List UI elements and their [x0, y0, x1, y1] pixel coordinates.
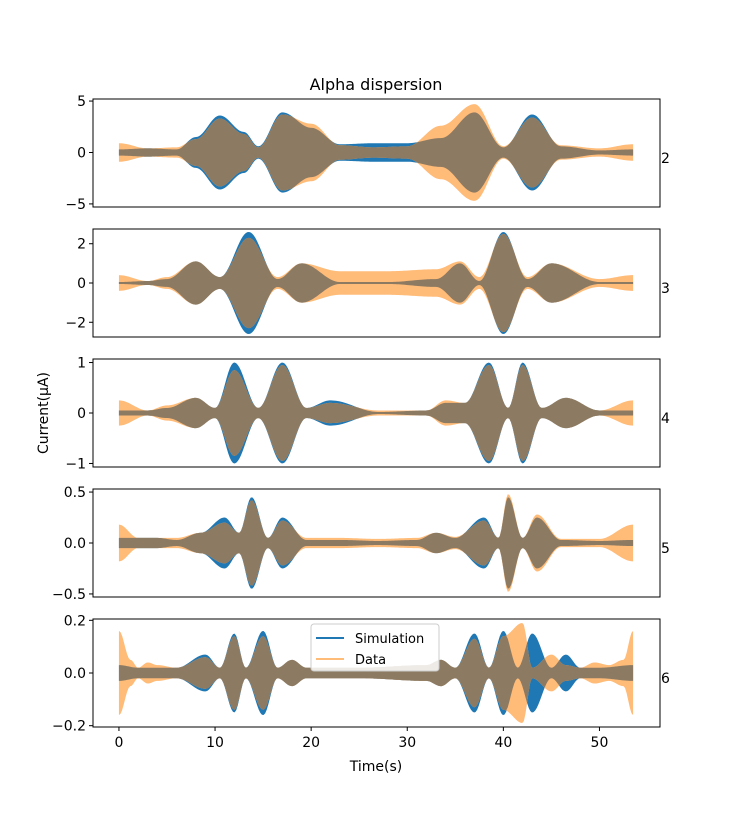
x-tick-label: 30: [398, 735, 416, 751]
x-tick-label: 0: [114, 735, 123, 751]
y-tick-label-panel-3: 2: [77, 237, 86, 253]
chart-title: Alpha dispersion: [310, 75, 443, 94]
y-tick-label-panel-4: −1: [65, 456, 86, 472]
y-tick-label-panel-2: −5: [65, 197, 86, 213]
x-tick-label: 10: [206, 735, 224, 751]
panel-2-plot-area: [118, 104, 634, 201]
y-tick-label-panel-6: −0.2: [52, 719, 86, 735]
panels-group: −5 0 5 2 −2 0 2 3 −1 0 1 4 −0.5 0.0 0.5 5 −0.2 0.0 0.2 6 0 10…: [52, 94, 670, 751]
x-tick-label: 20: [302, 735, 320, 751]
y-tick-label-panel-6: 0.2: [64, 613, 86, 629]
panel-4: −1 0 1 4: [65, 356, 670, 473]
y-tick-label-panel-3: 0: [77, 276, 86, 292]
panel-label-5: 5: [661, 541, 670, 557]
y-tick-label-panel-5: 0.5: [64, 485, 86, 501]
y-axis-label: Current(μA): [36, 372, 52, 454]
overlap-band-panel-3: [118, 233, 634, 333]
x-tick-label: 40: [494, 735, 512, 751]
y-tick-label-panel-2: 5: [77, 94, 86, 110]
y-tick-label-panel-5: 0.0: [64, 536, 86, 552]
panel-5: −0.5 0.0 0.5 5: [52, 485, 670, 603]
y-tick-label-panel-5: −0.5: [52, 587, 86, 603]
x-tick-label: 50: [591, 735, 609, 751]
y-tick-label-panel-2: 0: [77, 145, 86, 161]
panel-label-6: 6: [661, 671, 670, 687]
overlap-band-panel-2: [118, 112, 634, 193]
panel-label-4: 4: [661, 411, 670, 427]
legend-label-simulation: Simulation: [355, 632, 424, 647]
panel-6: −0.2 0.0 0.2 6: [52, 613, 670, 734]
panel-5-plot-area: [118, 494, 634, 592]
panel-label-2: 2: [661, 151, 670, 167]
y-tick-label-panel-4: 0: [77, 406, 86, 422]
y-tick-label-panel-4: 1: [77, 356, 86, 372]
x-axis-label: Time(s): [349, 759, 402, 775]
legend: Simulation Data: [310, 623, 440, 672]
overlap-band-panel-4: [118, 365, 634, 461]
panel-2-frame: [92, 98, 661, 208]
panel-4-plot-area: [118, 362, 634, 464]
panel-6-plot-area: [118, 622, 634, 724]
panel-3: −2 0 2 3: [65, 228, 670, 338]
overlap-band-panel-6: [118, 635, 634, 711]
panel-2: −5 0 5 2: [65, 94, 670, 213]
panel-3-plot-area: [118, 231, 634, 335]
y-tick-label-panel-6: 0.0: [64, 666, 86, 682]
panel-label-3: 3: [661, 281, 670, 297]
legend-label-data: Data: [355, 653, 386, 668]
y-tick-label-panel-3: −2: [65, 315, 86, 331]
overlap-band-panel-5: [118, 497, 634, 589]
